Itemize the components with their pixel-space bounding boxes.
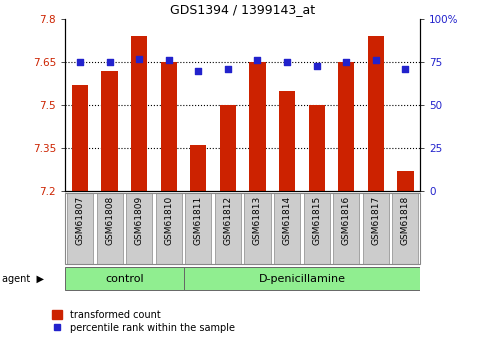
Text: GSM61807: GSM61807	[75, 196, 85, 245]
Bar	[190, 146, 206, 191]
Bar	[67, 193, 93, 264]
Text: GSM61816: GSM61816	[342, 196, 351, 245]
Bar	[131, 36, 147, 191]
Bar	[274, 193, 300, 264]
Bar	[72, 85, 88, 191]
Bar	[156, 193, 182, 264]
Bar	[304, 193, 330, 264]
Bar	[249, 62, 266, 191]
Title: GDS1394 / 1399143_at: GDS1394 / 1399143_at	[170, 3, 315, 17]
Text: GSM61810: GSM61810	[164, 196, 173, 245]
Text: GSM61815: GSM61815	[312, 196, 321, 245]
Text: GSM61818: GSM61818	[401, 196, 410, 245]
Point	[342, 59, 350, 65]
Point	[372, 58, 380, 63]
Bar	[184, 267, 420, 290]
Bar	[398, 171, 413, 191]
Text: GSM61813: GSM61813	[253, 196, 262, 245]
Text: GSM61817: GSM61817	[371, 196, 380, 245]
Point	[135, 56, 143, 61]
Bar	[333, 193, 359, 264]
Bar	[338, 62, 355, 191]
Point	[283, 59, 291, 65]
Text: D-penicillamine: D-penicillamine	[258, 274, 345, 284]
Text: GSM61808: GSM61808	[105, 196, 114, 245]
Bar	[161, 62, 177, 191]
Bar	[368, 36, 384, 191]
Text: GSM61811: GSM61811	[194, 196, 203, 245]
Bar	[392, 193, 418, 264]
Point	[254, 58, 261, 63]
Bar	[279, 91, 295, 191]
Bar	[185, 193, 212, 264]
Point	[313, 63, 321, 68]
Bar	[65, 267, 184, 290]
Point	[195, 68, 202, 73]
Text: GSM61809: GSM61809	[135, 196, 143, 245]
Point	[224, 66, 232, 72]
Bar	[126, 193, 152, 264]
Point	[106, 59, 114, 65]
Text: agent  ▶: agent ▶	[2, 274, 44, 284]
Text: GSM61812: GSM61812	[224, 196, 232, 245]
Text: GSM61814: GSM61814	[283, 196, 292, 245]
Bar	[244, 193, 270, 264]
Bar	[97, 193, 123, 264]
Point	[401, 66, 409, 72]
Bar	[309, 105, 325, 191]
Point	[165, 58, 172, 63]
Bar	[363, 193, 389, 264]
Bar	[215, 193, 241, 264]
Text: control: control	[105, 274, 143, 284]
Point	[76, 59, 84, 65]
Legend: transformed count, percentile rank within the sample: transformed count, percentile rank withi…	[48, 306, 239, 337]
Bar	[101, 71, 118, 191]
Bar	[220, 105, 236, 191]
